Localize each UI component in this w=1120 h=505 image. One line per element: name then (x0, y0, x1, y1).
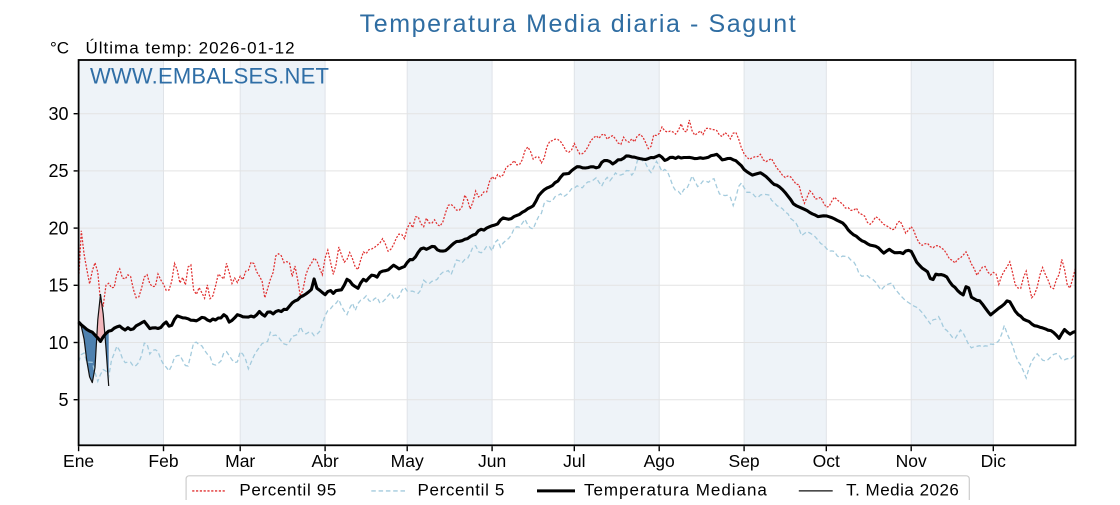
svg-text:Oct: Oct (813, 451, 840, 471)
svg-text:Feb: Feb (148, 451, 178, 471)
svg-text:5: 5 (58, 390, 68, 410)
svg-text:15: 15 (48, 276, 68, 296)
svg-text:Temperatura Mediana: Temperatura Mediana (584, 480, 768, 499)
svg-text:20: 20 (48, 218, 68, 238)
svg-text:Ene: Ene (63, 451, 94, 471)
svg-text:Mar: Mar (225, 451, 255, 471)
svg-text:Percentil 95: Percentil 95 (239, 480, 337, 499)
svg-text:T. Media 2026: T. Media 2026 (846, 480, 959, 499)
svg-text:Jun: Jun (478, 451, 506, 471)
svg-text:30: 30 (48, 104, 68, 124)
svg-text:Abr: Abr (311, 451, 338, 471)
svg-text:Temperatura Media diaria - Sag: Temperatura Media diaria - Sagunt (360, 10, 798, 38)
svg-text:WWW.EMBALSES.NET: WWW.EMBALSES.NET (90, 64, 329, 89)
svg-text:Dic: Dic (981, 451, 1007, 471)
svg-text:May: May (391, 451, 424, 471)
svg-text:Sep: Sep (729, 451, 760, 471)
svg-text:°C: °C (50, 39, 69, 58)
svg-text:Percentil 5: Percentil 5 (418, 480, 505, 499)
svg-text:25: 25 (48, 161, 68, 181)
svg-text:Jul: Jul (563, 451, 585, 471)
svg-text:Última temp: 2026-01-12: Última temp: 2026-01-12 (86, 39, 296, 58)
svg-text:Nov: Nov (896, 451, 927, 471)
svg-text:10: 10 (48, 333, 68, 353)
svg-text:Ago: Ago (644, 451, 675, 471)
